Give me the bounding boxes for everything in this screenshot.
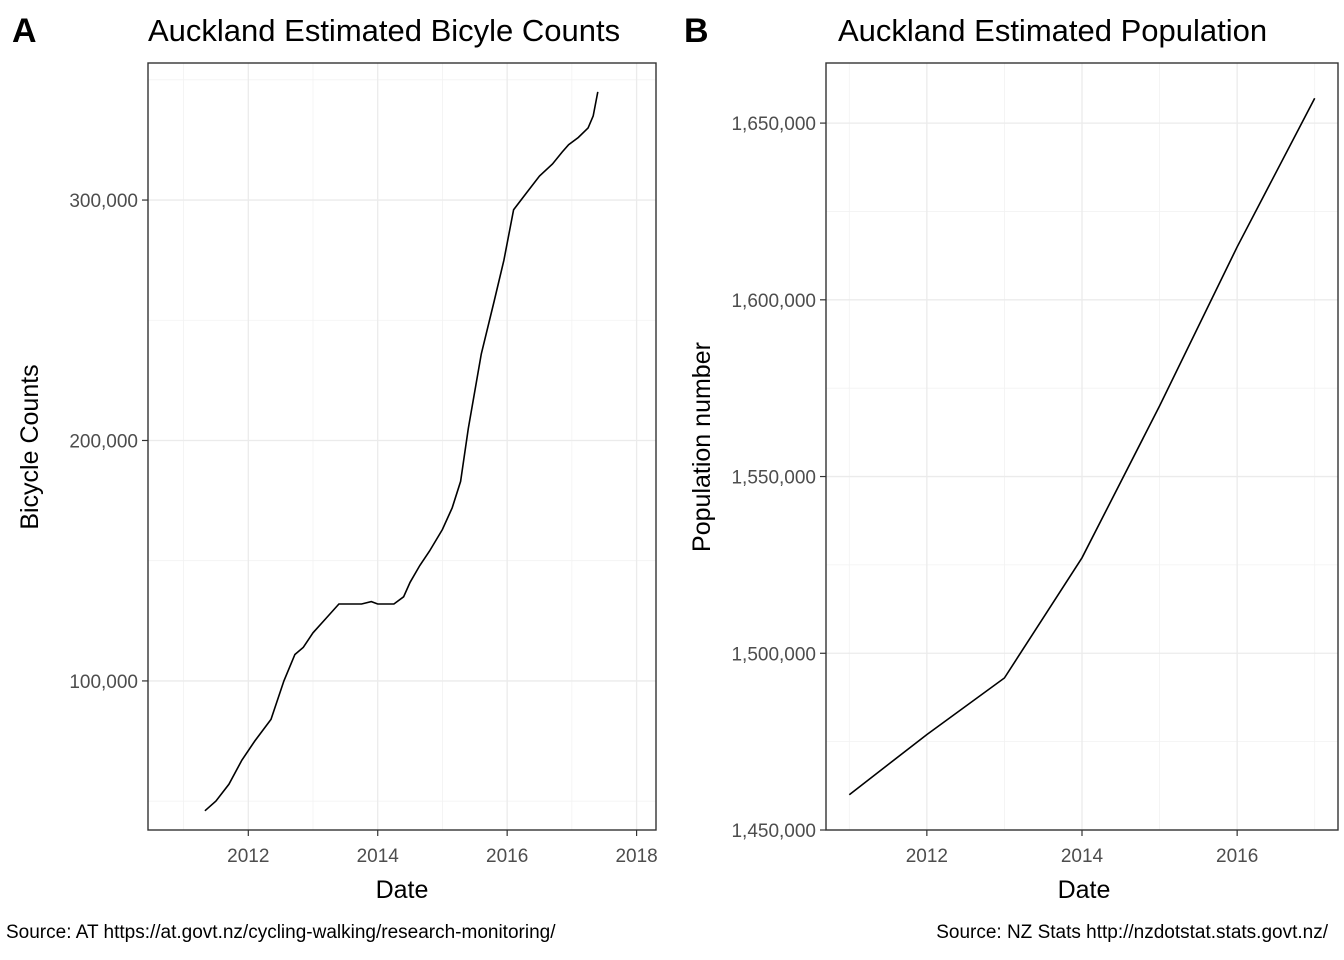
panel-a-series: [204, 91, 599, 812]
panel-a-title: Auckland Estimated Bicyle Counts: [148, 13, 620, 48]
panel-b-y-tick-label: 1,500,000: [731, 644, 816, 665]
panel-b-x-axis-title: Date: [1058, 876, 1111, 904]
panel-a-x-tick-label: 2016: [486, 846, 528, 867]
panel-b-y-tick-label: 1,650,000: [731, 114, 816, 135]
panel-a-ticks: 2012 2014 2016 2018 100,000 200,000 300,000: [69, 191, 657, 867]
panel-a-grid: [148, 63, 656, 830]
panel-a-letter: A: [12, 12, 37, 50]
panel-b-grid: [826, 63, 1338, 831]
panel-a-x-tick-label: 2014: [357, 846, 400, 867]
panel-b-y-tick-label: 1,450,000: [731, 821, 816, 842]
panel-a-x-axis-title: Date: [376, 876, 429, 904]
panel-a-y-tick-label: 200,000: [69, 431, 138, 452]
panel-b-title: Auckland Estimated Population: [838, 13, 1267, 48]
panel-a-x-tick-label: 2012: [227, 846, 269, 867]
panel-a-y-tick-label: 100,000: [69, 672, 138, 693]
panel-b-series-line: [848, 97, 1316, 796]
panel-a-caption: Source: AT https://at.govt.nz/cycling-wa…: [6, 922, 556, 943]
panel-b-series: [848, 97, 1316, 796]
panel-b: B Auckland Estimated Population 2012 2014…: [684, 12, 1339, 943]
panel-b-x-tick-label: 2014: [1061, 846, 1104, 867]
panel-a-y-axis-title: Bicycle Counts: [16, 364, 44, 529]
panel-b-y-tick-label: 1,600,000: [731, 291, 816, 312]
panel-a-plot-frame: [147, 62, 657, 831]
panel-b-y-tick-label: 1,550,000: [731, 468, 816, 489]
panel-b-y-axis-title: Population number: [688, 342, 716, 552]
panel-a-y-tick-label: 300,000: [69, 191, 138, 212]
panel-a: A Auckland Estimated Bicyle Counts 2012 2…: [6, 12, 658, 943]
panel-b-letter: B: [684, 12, 709, 50]
panel-a-x-tick-label: 2018: [615, 846, 657, 867]
panel-b-caption: Source: NZ Stats http://nzdotstat.stats.…: [936, 922, 1329, 943]
panel-b-x-tick-label: 2016: [1216, 846, 1258, 867]
panel-b-ticks: 2012 2014 2016 1,450,000 1,500,000 1,550,000 1…: [731, 114, 1258, 867]
panel-a-series-line: [204, 91, 599, 812]
panel-b-x-tick-label: 2012: [906, 846, 948, 867]
